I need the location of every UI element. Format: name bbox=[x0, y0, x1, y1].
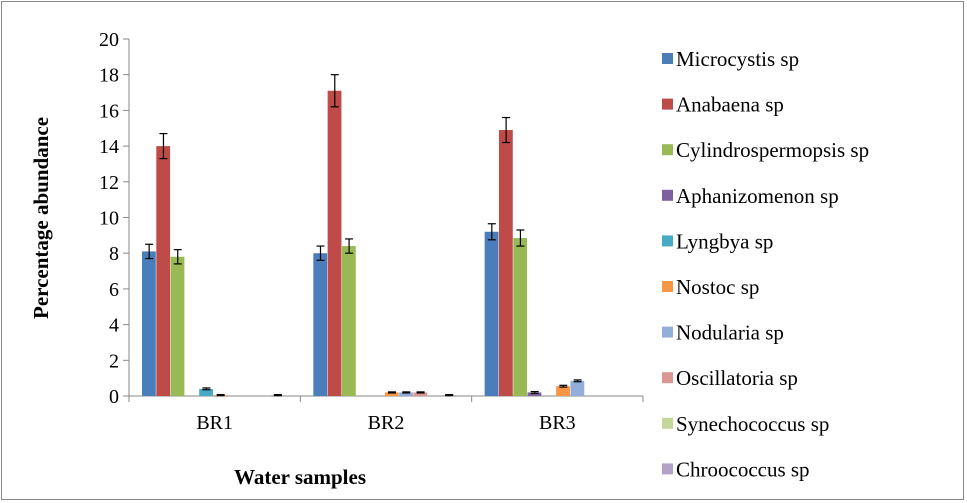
legend-swatch bbox=[662, 281, 673, 292]
legend-swatch bbox=[662, 235, 673, 247]
bar bbox=[413, 392, 428, 396]
legend-swatch bbox=[662, 144, 673, 156]
legend: Microcystis sp Anabaena sp Cylindrospermop… bbox=[662, 47, 869, 481]
bar bbox=[313, 253, 328, 396]
bar bbox=[556, 386, 570, 396]
legend-label: Synechococcus sp bbox=[676, 412, 829, 436]
x-tick-label: BR3 bbox=[539, 412, 576, 434]
bar bbox=[513, 238, 528, 396]
bar bbox=[142, 251, 156, 396]
y-tick-label: 10 bbox=[99, 208, 119, 230]
bar bbox=[156, 146, 171, 396]
y-axis-title: Percentage abundance bbox=[29, 117, 53, 319]
y-tick-label: 2 bbox=[109, 350, 119, 372]
legend-label: Cylindrospermopsis sp bbox=[676, 138, 869, 162]
y-tick-label: 4 bbox=[109, 315, 119, 337]
legend-swatch bbox=[662, 326, 673, 338]
legend-label: Aphanizomenon sp bbox=[676, 184, 839, 208]
bar bbox=[570, 380, 585, 396]
legend-swatch bbox=[662, 98, 673, 110]
bar bbox=[341, 246, 356, 396]
y-tick-label: 16 bbox=[99, 100, 119, 122]
bar bbox=[498, 130, 513, 396]
x-tick-label: BR1 bbox=[196, 412, 233, 434]
legend-label: Oscillatoria sp bbox=[676, 366, 798, 390]
legend-label: Microcystis sp bbox=[676, 47, 799, 71]
x-tick-label: BR2 bbox=[368, 412, 405, 434]
y-tick-label: 20 bbox=[99, 29, 119, 51]
legend-label: Nodularia sp bbox=[676, 321, 784, 345]
y-tick-label: 8 bbox=[109, 243, 119, 265]
legend-label: Anabaena sp bbox=[676, 93, 784, 117]
y-tick-label: 0 bbox=[109, 386, 119, 408]
legend-swatch bbox=[662, 372, 673, 384]
bar bbox=[199, 388, 213, 396]
y-tick-label: 12 bbox=[99, 172, 119, 194]
legend-label: Nostoc sp bbox=[676, 275, 759, 299]
y-tick-label: 14 bbox=[99, 136, 119, 158]
legend-label: Chroococcus sp bbox=[676, 457, 810, 481]
bar bbox=[484, 231, 499, 396]
legend-swatch bbox=[662, 417, 673, 429]
legend-swatch bbox=[662, 463, 673, 475]
x-axis-title: Water samples bbox=[234, 465, 366, 489]
bar bbox=[527, 392, 542, 396]
legend-label: Lyngbya sp bbox=[676, 229, 773, 253]
plot-area: 0 2 4 6 8 10 12 14 16 18 20 BR1 BR2 BR3 bbox=[99, 29, 644, 434]
legend-swatch bbox=[662, 189, 673, 201]
y-tick-label: 6 bbox=[109, 279, 119, 301]
bar bbox=[399, 392, 413, 396]
bar bbox=[170, 256, 185, 396]
bar bbox=[327, 90, 342, 396]
y-tick-label: 18 bbox=[99, 65, 119, 87]
legend-swatch bbox=[662, 53, 673, 64]
bar bbox=[384, 392, 399, 396]
